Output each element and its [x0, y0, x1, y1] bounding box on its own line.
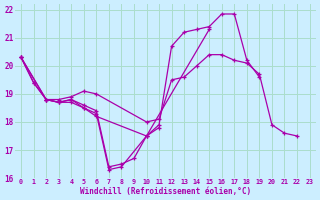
X-axis label: Windchill (Refroidissement éolien,°C): Windchill (Refroidissement éolien,°C) — [80, 187, 251, 196]
